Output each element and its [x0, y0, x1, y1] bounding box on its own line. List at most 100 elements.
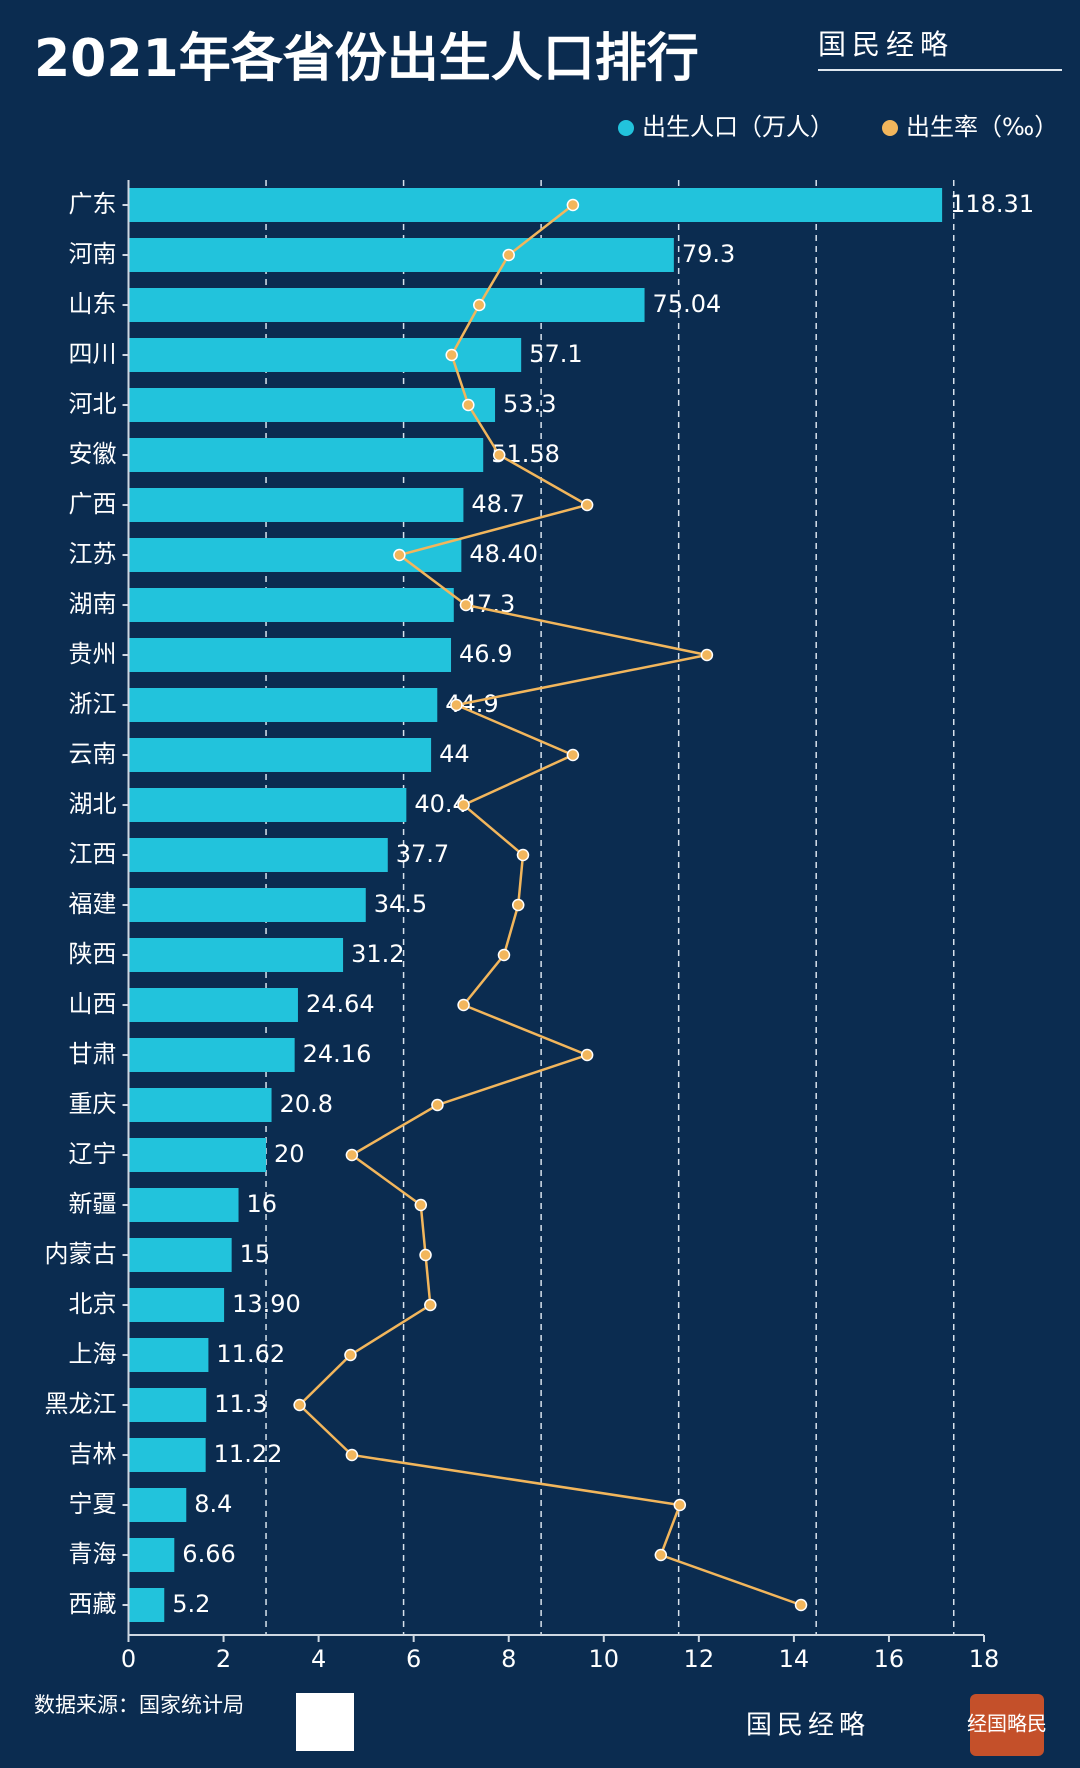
y-tick-label: 上海: [69, 1340, 117, 1368]
legend-label: 出生人口（万人）: [642, 113, 834, 141]
data-label: 20.8: [280, 1090, 333, 1118]
x-tick-label: 16: [874, 1645, 905, 1673]
bar: [128, 538, 462, 572]
bar: [128, 1538, 175, 1572]
bar: [128, 838, 388, 872]
rate-point: [450, 698, 463, 712]
data-label: 44: [439, 740, 470, 768]
data-label: 24.16: [303, 1040, 372, 1068]
y-tick-label: 江苏: [69, 540, 117, 568]
rate-point: [457, 798, 470, 812]
data-label: 15: [240, 1240, 271, 1268]
rate-point: [473, 298, 486, 312]
data-label: 11.3: [214, 1390, 267, 1418]
seal: [970, 1694, 1044, 1756]
legend-label: 出生率（‰）: [906, 113, 1058, 141]
bar: [128, 788, 407, 822]
y-tick-label: 安徽: [69, 440, 117, 468]
data-label: 79.3: [682, 240, 735, 268]
seal-text: 经国略民: [967, 1712, 1047, 1736]
rate-point: [459, 598, 473, 612]
bar: [128, 238, 674, 272]
source: 数据来源：国家统计局: [34, 1693, 244, 1717]
bar: [128, 1238, 232, 1272]
rate-point: [414, 1198, 428, 1212]
legend-marker: [882, 120, 898, 136]
y-tick-label: 四川: [69, 340, 117, 368]
bar: [128, 938, 344, 972]
x-tick-label: 2: [216, 1645, 231, 1673]
bar: [128, 638, 452, 672]
bar: [128, 338, 522, 372]
y-tick-label: 辽宁: [69, 1140, 117, 1168]
bar: [128, 988, 298, 1022]
bar: [128, 388, 496, 422]
qr-code: [296, 1693, 354, 1751]
data-label: 11.22: [214, 1440, 283, 1468]
bar: [128, 1388, 207, 1422]
rate-point: [580, 1048, 594, 1062]
x-tick-label: 4: [311, 1645, 326, 1673]
y-tick-label: 宁夏: [69, 1490, 117, 1518]
data-label: 8.4: [194, 1490, 232, 1518]
y-tick-label: 青海: [69, 1540, 117, 1568]
legend-marker: [618, 120, 634, 136]
rate-point: [502, 248, 515, 262]
data-label: 5.2: [172, 1590, 210, 1618]
rate-point: [566, 198, 580, 212]
data-label: 34.5: [374, 890, 427, 918]
x-tick-label: 10: [589, 1645, 620, 1673]
data-label: 24.64: [306, 990, 375, 1018]
y-tick-label: 福建: [69, 890, 117, 918]
rate-point: [492, 448, 506, 462]
data-label: 13.90: [232, 1290, 301, 1318]
rate-point: [431, 1098, 444, 1112]
x-tick-label: 8: [501, 1645, 516, 1673]
bar: [128, 438, 484, 472]
bar: [128, 1288, 225, 1322]
y-tick-label: 湖北: [69, 790, 117, 818]
rate-point: [293, 1398, 306, 1412]
data-label: 46.9: [459, 640, 512, 668]
rate-point: [419, 1248, 432, 1262]
y-tick-label: 新疆: [69, 1190, 117, 1218]
rate-point: [497, 948, 511, 962]
brand-footer: 国民经略: [746, 1711, 870, 1741]
y-tick-label: 重庆: [69, 1090, 117, 1118]
rate-point: [424, 1298, 437, 1312]
y-tick-label: 江西: [69, 840, 117, 868]
data-label: 48.7: [471, 490, 524, 518]
rate-point: [457, 998, 470, 1012]
bar: [128, 288, 645, 322]
x-tick-label: 0: [121, 1645, 136, 1673]
data-label: 53.3: [503, 390, 556, 418]
y-tick-label: 云南: [69, 740, 117, 768]
x-tick-label: 18: [969, 1645, 1000, 1673]
y-tick-label: 河南: [69, 240, 117, 268]
bar: [128, 1588, 165, 1622]
y-tick-label: 贵州: [69, 640, 117, 668]
rate-point: [654, 1548, 668, 1562]
y-tick-label: 广东: [69, 190, 117, 218]
y-tick-label: 陕西: [69, 940, 117, 968]
y-tick-label: 山东: [69, 290, 117, 318]
bar: [128, 1088, 272, 1122]
bar: [128, 1188, 239, 1222]
y-tick-label: 甘肃: [69, 1040, 117, 1068]
y-tick-label: 吉林: [69, 1440, 117, 1468]
data-label: 37.7: [396, 840, 449, 868]
data-label: 118.31: [950, 190, 1034, 218]
data-label: 16: [247, 1190, 278, 1218]
rate-point: [566, 748, 580, 762]
x-tick-label: 12: [684, 1645, 715, 1673]
bar: [128, 738, 432, 772]
y-tick-label: 浙江: [69, 690, 117, 718]
y-tick-label: 湖南: [69, 590, 117, 618]
bar: [128, 488, 464, 522]
bar: [128, 1038, 295, 1072]
data-label: 6.66: [182, 1540, 235, 1568]
y-tick-label: 山西: [69, 990, 117, 1018]
rate-point: [673, 1498, 687, 1512]
bar: [128, 1138, 267, 1172]
